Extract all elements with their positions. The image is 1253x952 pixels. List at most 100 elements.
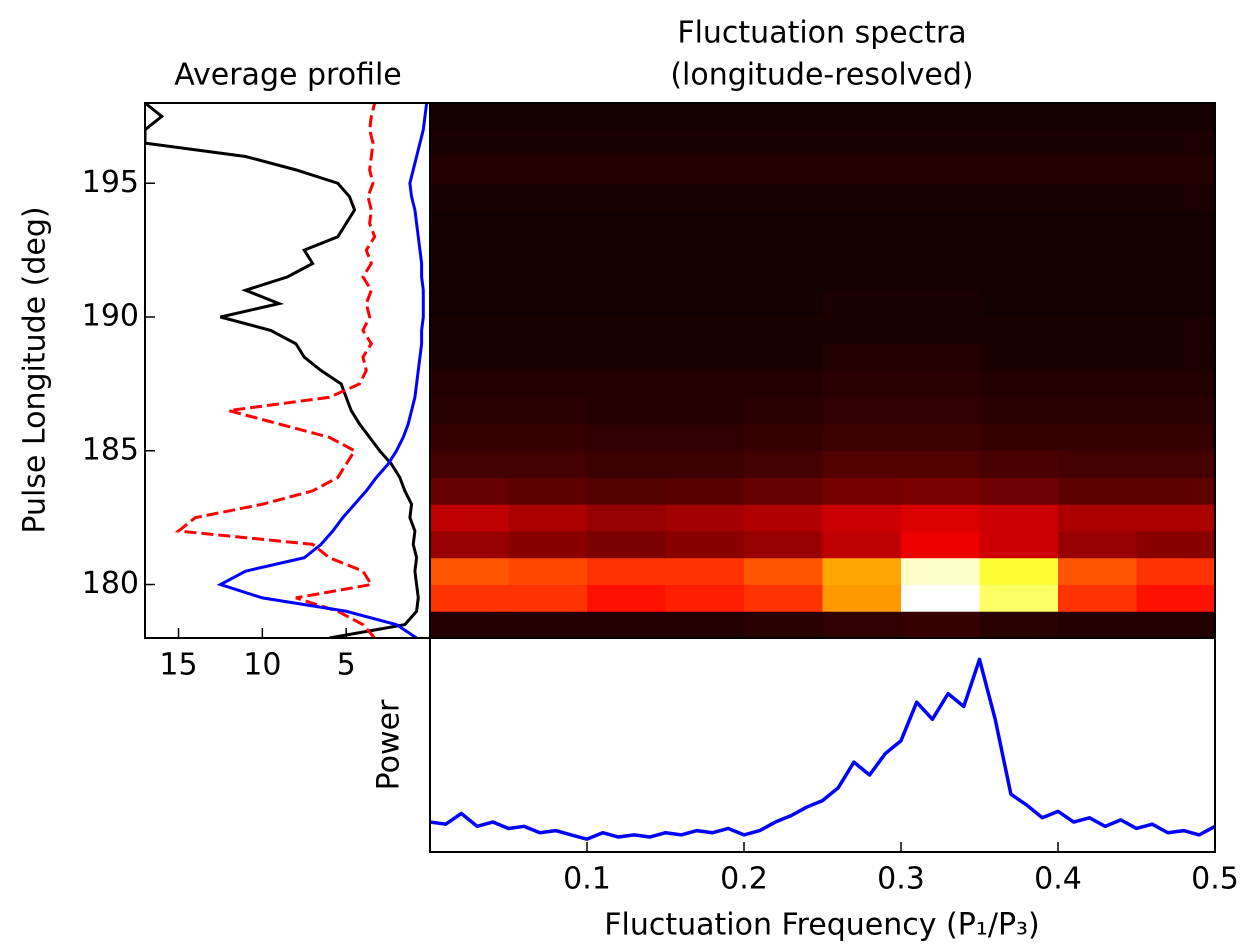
axes-frame xyxy=(429,637,1216,853)
heatmap-cell xyxy=(744,156,823,184)
heatmap-cell xyxy=(822,103,902,131)
heatmap-cell xyxy=(744,236,823,264)
heatmap-cell xyxy=(901,210,980,238)
x-tick-label: 5 xyxy=(337,648,356,683)
heatmap-cell xyxy=(1058,236,1137,264)
heatmap-cell xyxy=(744,290,823,318)
heatmap-cell xyxy=(979,210,1059,238)
heatmap-cell xyxy=(508,424,588,452)
heatmap-cell xyxy=(430,343,509,371)
heatmap-cell xyxy=(901,129,980,157)
heatmap-cell xyxy=(901,557,980,585)
heatmap-cell xyxy=(744,343,823,371)
y-axis-label: Power xyxy=(372,699,407,790)
heatmap-cell xyxy=(1058,156,1137,184)
heatmap-cell xyxy=(587,317,666,345)
heatmap-cell xyxy=(822,236,902,264)
heatmap-cell xyxy=(822,424,902,452)
heatmap-cell xyxy=(587,183,666,211)
heatmap-cell xyxy=(587,504,666,532)
heatmap-cell xyxy=(1136,477,1216,505)
heatmap-cell xyxy=(744,263,823,291)
heatmap-cell xyxy=(1058,450,1137,478)
heatmap-cell xyxy=(430,290,509,318)
heatmap-cell xyxy=(1058,531,1137,559)
heatmap-cell xyxy=(1136,370,1216,398)
heatmap-cell xyxy=(665,103,745,131)
y-tick-label: 190 xyxy=(82,299,139,334)
x-tick-label: 0.5 xyxy=(1191,862,1239,897)
heatmap-cell xyxy=(587,557,666,585)
heatmap-title: (longitude-resolved) xyxy=(670,58,973,93)
heatmap-cell xyxy=(1136,531,1216,559)
heatmap-cell xyxy=(1058,129,1137,157)
heatmap-cell xyxy=(901,611,980,639)
heatmap-cell xyxy=(901,103,980,131)
heatmap-cell xyxy=(822,290,902,318)
profile-line xyxy=(174,103,377,638)
power-line xyxy=(430,657,1215,841)
heatmap-cell xyxy=(744,504,823,532)
heatmap-cell xyxy=(901,504,980,532)
heatmap-cell xyxy=(979,504,1059,532)
heatmap-cell xyxy=(1058,343,1137,371)
heatmap-cell xyxy=(665,450,745,478)
heatmap-cell xyxy=(822,611,902,639)
heatmap-cell xyxy=(979,156,1059,184)
heatmap-cell xyxy=(744,370,823,398)
heatmap-cell xyxy=(587,477,666,505)
heatmap-cell xyxy=(665,343,745,371)
heatmap-cell xyxy=(508,343,588,371)
heatmap-cell xyxy=(822,397,902,425)
heatmap-cell xyxy=(979,263,1059,291)
heatmap-cell xyxy=(430,611,509,639)
profile-line xyxy=(216,103,429,638)
heatmap-cell xyxy=(430,477,509,505)
axes-frame xyxy=(144,102,431,639)
heatmap-cell xyxy=(901,450,980,478)
heatmap-cell xyxy=(1136,210,1216,238)
heatmap-cell xyxy=(508,210,588,238)
heatmap-cell xyxy=(744,103,823,131)
heatmap-cell xyxy=(822,557,902,585)
heatmap-cell xyxy=(822,129,902,157)
heatmap-cell xyxy=(508,263,588,291)
heatmap-cell xyxy=(430,504,509,532)
profile-title: Average profile xyxy=(174,58,402,93)
heatmap-cell xyxy=(430,263,509,291)
heatmap-cell xyxy=(1136,611,1216,639)
heatmap-cell xyxy=(901,370,980,398)
heatmap-cell xyxy=(665,611,745,639)
heatmap-cell xyxy=(1136,557,1216,585)
heatmap-cell xyxy=(901,236,980,264)
heatmap-cell xyxy=(822,343,902,371)
heatmap-cell xyxy=(587,156,666,184)
heatmap-cell xyxy=(1136,424,1216,452)
heatmap-cell xyxy=(587,397,666,425)
heatmap-cell xyxy=(901,317,980,345)
heatmap-cell xyxy=(822,584,902,612)
heatmap-cell xyxy=(587,290,666,318)
heatmap-cell xyxy=(901,183,980,211)
heatmap-cell xyxy=(822,210,902,238)
heatmap-cell xyxy=(665,263,745,291)
heatmap-cell xyxy=(979,477,1059,505)
heatmap-cell xyxy=(744,584,823,612)
heatmap-cell xyxy=(430,183,509,211)
heatmap-cell xyxy=(665,584,745,612)
heatmap-cell xyxy=(665,370,745,398)
heatmap-cell xyxy=(430,236,509,264)
heatmap-cell xyxy=(665,504,745,532)
heatmap-cell xyxy=(1058,290,1137,318)
heatmap-cell xyxy=(1136,450,1216,478)
heatmap-cell xyxy=(979,370,1059,398)
heatmap-cell xyxy=(508,584,588,612)
heatmap-cell xyxy=(508,370,588,398)
heatmap-cell xyxy=(822,477,902,505)
heatmap-cell xyxy=(979,450,1059,478)
heatmap-cell xyxy=(665,557,745,585)
heatmap-cell xyxy=(1136,156,1216,184)
heatmap-cell xyxy=(430,557,509,585)
heatmap-cell xyxy=(1136,103,1216,131)
heatmap-cell xyxy=(1136,129,1216,157)
